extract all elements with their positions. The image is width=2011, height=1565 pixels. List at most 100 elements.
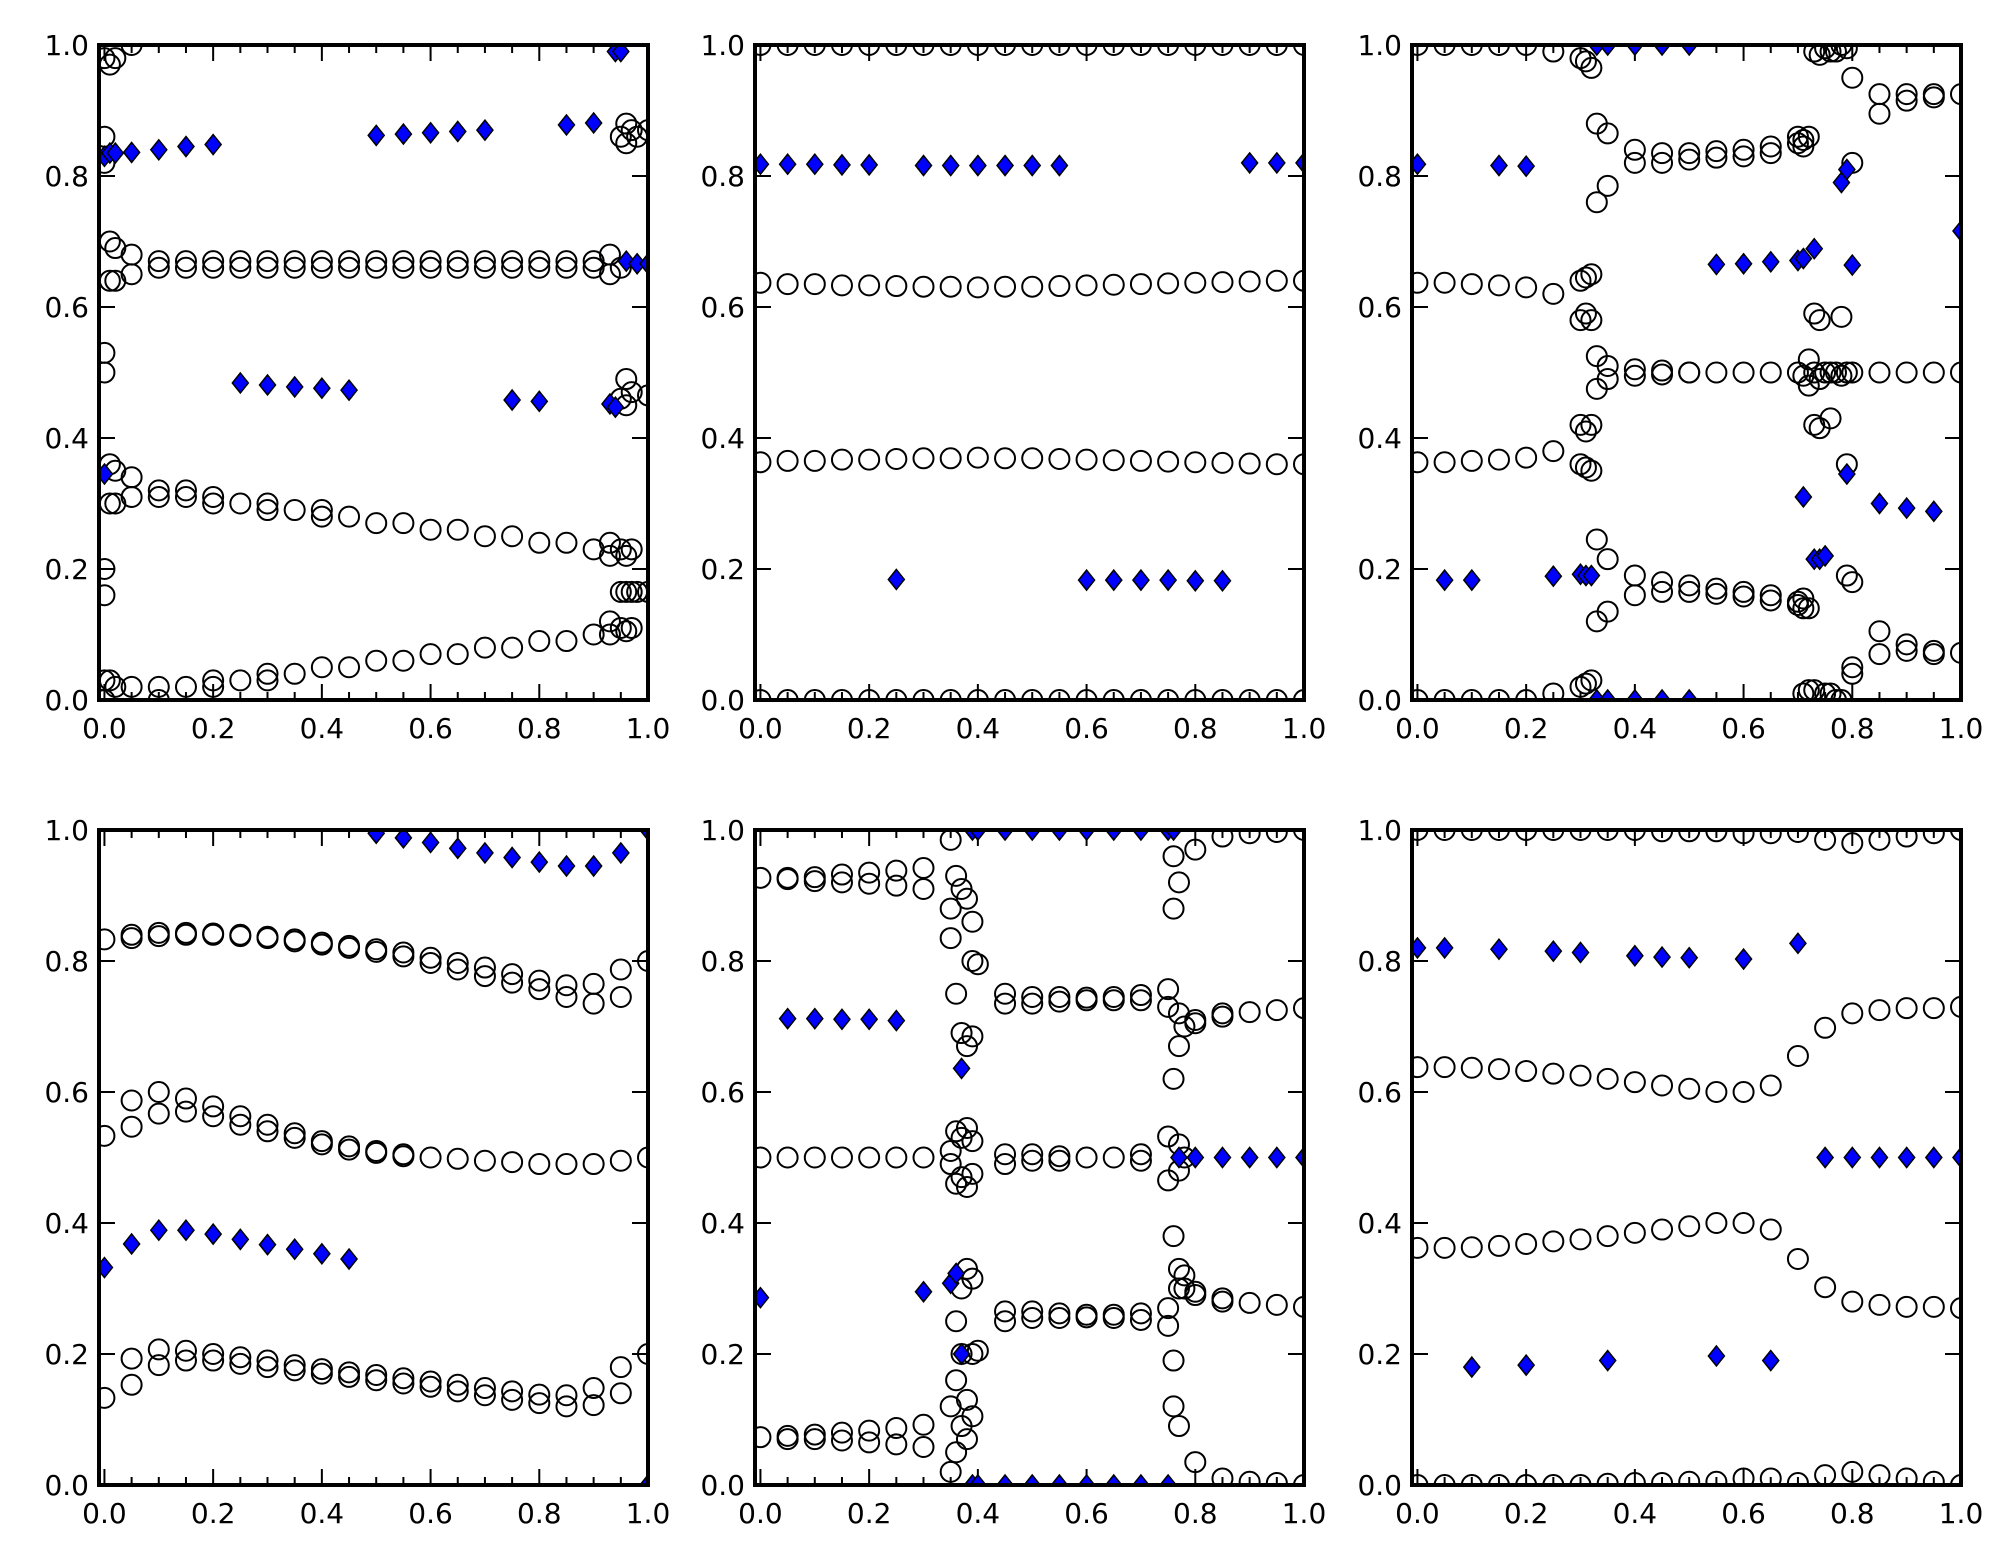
diamond-point xyxy=(1186,1146,1205,1169)
circle-point xyxy=(1841,361,1864,384)
diamond-point xyxy=(1924,1146,1943,1169)
circle-point xyxy=(174,923,197,946)
circle-point xyxy=(1542,282,1565,305)
circle-point xyxy=(1542,1230,1565,1253)
circle-point xyxy=(202,256,225,279)
circle-point xyxy=(637,384,648,407)
circle-point xyxy=(1184,451,1207,474)
circle-point xyxy=(1678,580,1701,603)
circle-point xyxy=(202,669,225,692)
circle-point xyxy=(1487,1474,1510,1485)
circle-point xyxy=(310,505,333,528)
circle-point xyxy=(256,499,279,522)
diamond-point xyxy=(1240,1146,1259,1169)
circle-point xyxy=(1814,1276,1837,1299)
circle-point xyxy=(1868,620,1891,643)
circle-point xyxy=(1574,672,1597,695)
circle-point xyxy=(939,45,962,56)
circle-point xyxy=(1814,361,1837,384)
x-tick-label: 0.0 xyxy=(1395,1497,1440,1530)
diamond-point xyxy=(860,1008,879,1031)
circle-point xyxy=(229,1113,252,1136)
diamond-point xyxy=(1707,253,1726,276)
circle-point xyxy=(392,250,415,273)
circle-point xyxy=(501,636,524,659)
diamond-point xyxy=(122,1232,141,1256)
y-tick-label: 0.2 xyxy=(44,553,89,586)
circle-point xyxy=(1868,999,1891,1022)
circle-point xyxy=(858,689,881,700)
x-tick-label: 0.8 xyxy=(1173,712,1218,745)
circle-point xyxy=(1678,574,1701,597)
circle-point xyxy=(1786,132,1809,155)
axes-frame xyxy=(97,43,650,702)
circle-point xyxy=(1433,830,1456,841)
circle-point xyxy=(256,662,279,685)
y-tick-label: 0.6 xyxy=(44,291,89,324)
circle-point xyxy=(1786,1044,1809,1067)
circle-point xyxy=(310,1358,333,1381)
diamond-point xyxy=(1050,830,1069,842)
circle-point xyxy=(1651,151,1674,174)
circle-point xyxy=(1819,45,1842,63)
circle-point xyxy=(120,927,143,950)
circle-point xyxy=(1950,641,1961,664)
circle-point xyxy=(419,518,442,541)
diamond-point xyxy=(557,854,576,878)
diamond-point xyxy=(914,1280,933,1303)
circle-point xyxy=(1651,142,1674,165)
circle-point xyxy=(1542,682,1565,700)
circle-point xyxy=(202,1105,225,1128)
circle-point xyxy=(1048,1302,1071,1325)
circle-point xyxy=(1732,361,1755,384)
circle-point xyxy=(1651,1074,1674,1097)
diamond-point xyxy=(204,133,223,156)
circle-point xyxy=(1048,689,1071,700)
circle-point xyxy=(392,1372,415,1395)
circle-point xyxy=(1623,830,1646,841)
circle-point xyxy=(1596,600,1619,623)
diamond-point xyxy=(503,388,522,412)
diamond-point xyxy=(1213,1146,1232,1169)
x-tick-label: 0.0 xyxy=(738,1497,783,1530)
circle-point xyxy=(966,276,989,299)
circle-point xyxy=(1265,1293,1288,1316)
circle-point xyxy=(1433,1474,1456,1485)
circle-point xyxy=(555,986,578,1009)
circle-point xyxy=(1732,580,1755,603)
circle-point xyxy=(1732,1467,1755,1485)
circle-point xyxy=(1678,142,1701,165)
circle-point xyxy=(858,1419,881,1442)
circle-point xyxy=(1819,682,1842,700)
circle-point xyxy=(1759,1467,1782,1485)
circle-point xyxy=(776,1428,799,1451)
circle-point xyxy=(1460,273,1483,296)
diamond-point xyxy=(1924,500,1943,523)
diamond-point xyxy=(1843,253,1862,277)
circle-point xyxy=(310,931,333,954)
circle-point xyxy=(419,256,442,279)
circle-point xyxy=(1678,1470,1701,1485)
circle-point xyxy=(446,1147,469,1170)
diamond-point xyxy=(914,154,933,177)
circle-point xyxy=(1460,1056,1483,1079)
diamond-point xyxy=(1761,250,1780,274)
x-tick-label: 0.2 xyxy=(191,712,236,745)
x-tick-label: 0.6 xyxy=(408,712,453,745)
y-tick-label: 0.4 xyxy=(1357,1207,1402,1240)
axes-frame xyxy=(1410,43,1963,702)
y-tick-label: 0.0 xyxy=(1357,1469,1402,1502)
circle-point xyxy=(858,1431,881,1454)
circle-point xyxy=(473,1377,496,1400)
circle-point xyxy=(885,275,908,298)
circle-point xyxy=(338,936,361,959)
circle-point xyxy=(945,1120,968,1143)
circle-point xyxy=(637,119,648,142)
circle-point xyxy=(310,933,333,956)
circle-point xyxy=(1542,830,1565,841)
circle-point xyxy=(1819,407,1842,430)
circle-point xyxy=(1162,1349,1185,1372)
x-tick-label: 0.0 xyxy=(82,712,127,745)
diamond-point xyxy=(1734,252,1753,275)
circle-point xyxy=(473,965,496,988)
